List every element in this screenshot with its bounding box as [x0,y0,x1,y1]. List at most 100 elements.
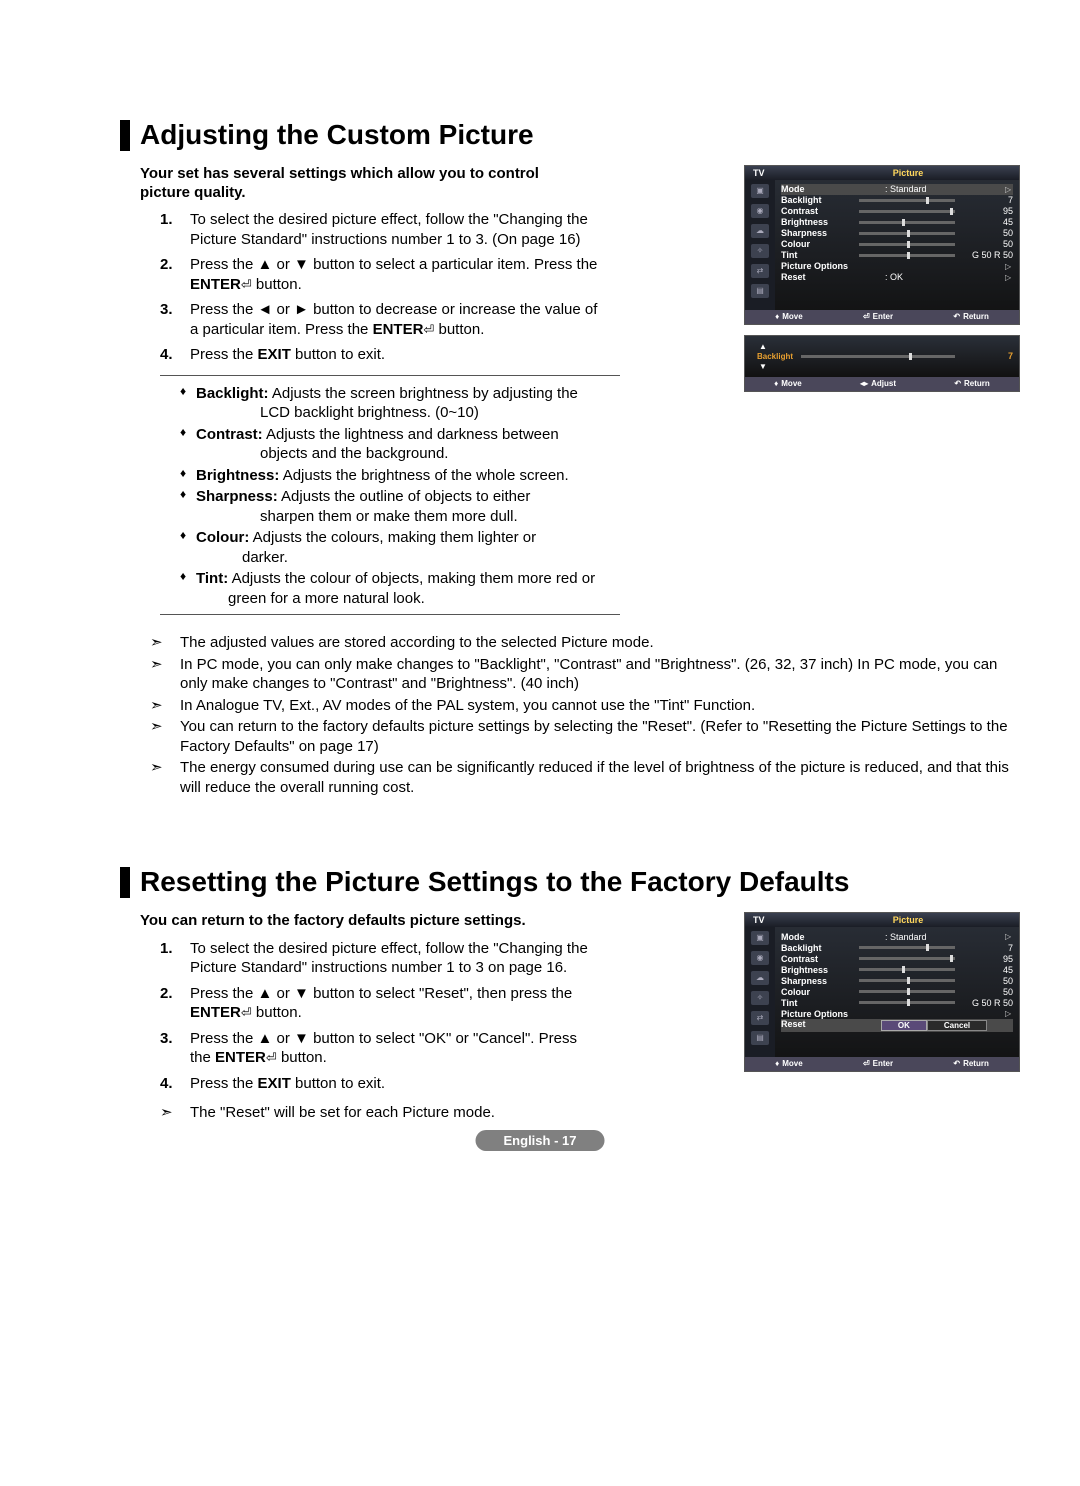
osd2-foot-move: ♦ Move [774,377,802,391]
s2-step2: Press the ▲ or ▼ button to select "Reset… [160,984,600,1023]
osd-row: Picture Options▷ [781,261,1013,272]
osd2-foot-return: ↶ Return [954,377,989,391]
s1-step2: Press the ▲ or ▼ button to select a part… [160,255,600,294]
osd-row-label: Picture Options [781,1009,851,1019]
page-label: English - 17 [476,1130,605,1151]
osd-row-label: Mode [781,932,851,942]
osd1-title: Picture [797,166,1019,180]
osd-reset-buttons: OKCancel [855,1019,1013,1032]
osd-slider [859,990,955,993]
osd-row-label: Reset [781,1019,851,1029]
s2-note1: The "Reset" will be set for each Picture… [160,1103,1020,1123]
osd-slider [859,232,955,235]
osd1-rows: Mode: Standard▷Backlight7Contrast95Brigh… [775,180,1019,310]
osd2-slider [801,355,955,358]
osd-row: Backlight 7 [781,942,1013,953]
osd-row: Tint G 50 R 50 [781,997,1013,1008]
divider-top [160,375,620,376]
osd-row: Backlight 7 [781,195,1013,206]
osd-row-label: Backlight [781,195,851,205]
s1-step1: To select the desired picture effect, fo… [160,210,600,249]
note2: In PC mode, you can only make changes to… [150,655,1010,694]
osd-row-label: Tint [781,250,851,260]
section2-intro: You can return to the factory defaults p… [140,912,580,931]
osd-row: Reset OKCancel [781,1019,1013,1032]
osd-row-value: : OK [855,272,1001,282]
icon-setup: ✧ [751,244,769,258]
osd-row: Mode : Standard ▷ [781,931,1013,942]
osd-row-label: Contrast [781,206,851,216]
osd3-title: Picture [797,913,1019,927]
osd2-foot: ♦ Move ◂▸ Adjust ↶ Return [745,377,1019,391]
icon-sound: ◉ [751,951,769,965]
osd-row-label: Reset [781,272,851,282]
osd-cancel-button: Cancel [927,1020,987,1031]
icon-guide: ▤ [751,284,769,298]
osd-row-value: 45 [963,217,1013,227]
osd3-foot-return: ↶ Return [953,1057,988,1071]
osd-slider [859,199,955,202]
s1-step3: Press the ◄ or ► button to decrease or i… [160,300,600,339]
osd-row-value: 50 [963,976,1013,986]
osd-row-value: 95 [963,206,1013,216]
icon-channel: ☁ [751,971,769,985]
osd2-up: ▲ [751,342,1013,351]
divider-bottom [160,614,620,615]
osd2-val: 7 [963,351,1013,361]
osd-slider [859,1001,955,1004]
osd-row: Mode: Standard▷ [781,184,1013,195]
note1: The adjusted values are stored according… [150,633,1010,653]
osd1-foot-move: ♦ Move [775,310,803,324]
osd3-foot-enter: ⏎ Enter [863,1057,893,1071]
osd-slider [859,979,955,982]
section2-title: Resetting the Picture Settings to the Fa… [120,867,1020,898]
note3: In Analogue TV, Ext., AV modes of the PA… [150,696,1010,716]
section1-title: Adjusting the Custom Picture [120,120,1020,151]
osd-row-value: 95 [963,954,1013,964]
osd-row: Colour 50 [781,986,1013,997]
section2-steps: To select the desired picture effect, fo… [160,939,600,1094]
osd3-foot-move: ♦ Move [775,1057,803,1071]
osd-row-value: 7 [963,943,1013,953]
osd-row: Reset: OK▷ [781,272,1013,283]
note4: You can return to the factory defaults p… [150,717,1010,756]
osd-slider [859,946,955,949]
section2-notes: The "Reset" will be set for each Picture… [160,1103,1020,1123]
osd1-foot-enter: ⏎ Enter [863,310,893,324]
chevron-right-icon: ▷ [1005,932,1013,941]
osd2-down: ▼ [751,362,1013,371]
chevron-right-icon: ▷ [1005,185,1013,194]
osd1-tv: TV [745,166,797,180]
osd-row-label: Colour [781,239,851,249]
osd-row-label: Tint [781,998,851,1008]
osd-row-label: Sharpness [781,976,851,986]
s2-step3: Press the ▲ or ▼ button to select "OK" o… [160,1029,600,1068]
osd-row-value: 50 [963,228,1013,238]
icon-channel: ☁ [751,224,769,238]
osd-row-label: Backlight [781,943,851,953]
osd-row: Sharpness 50 [781,975,1013,986]
osd-row-value: 7 [963,195,1013,205]
osd-row: Sharpness50 [781,228,1013,239]
osd-row-value: : Standard [855,932,1001,942]
osd-slider [859,221,955,224]
osd-row-value: : Standard [855,184,1001,194]
osd-stack-2: TV Picture ▣ ◉ ☁ ✧ ⇄ ▤ Mode: Standard▷Ba… [744,912,1020,1082]
def-brightness: Brightness: Adjusts the brightness of th… [180,466,620,486]
s2-step1: To select the desired picture effect, fo… [160,939,600,978]
osd2-label: Backlight [751,352,793,361]
def-contrast: Contrast: Adjusts the lightness and dark… [180,425,620,464]
icon-setup: ✧ [751,991,769,1005]
osd1-iconcol: ▣ ◉ ☁ ✧ ⇄ ▤ [745,180,775,310]
osd-row-value: G 50 R 50 [963,998,1013,1008]
osd1-foot-return: ↶ Return [953,310,988,324]
osd-row: Picture Options▷ [781,1008,1013,1019]
osd-slider [859,210,955,213]
osd-slider [859,968,955,971]
osd-row-label: Colour [781,987,851,997]
def-sharpness: Sharpness: Adjusts the outline of object… [180,487,620,526]
osd-picture-menu: TV Picture ▣ ◉ ☁ ✧ ⇄ ▤ Mode: Standard▷Ba… [744,165,1020,325]
chevron-right-icon: ▷ [1005,262,1013,271]
osd-row-value: 50 [963,987,1013,997]
osd-reset-menu: TV Picture ▣ ◉ ☁ ✧ ⇄ ▤ Mode: Standard▷Ba… [744,912,1020,1072]
